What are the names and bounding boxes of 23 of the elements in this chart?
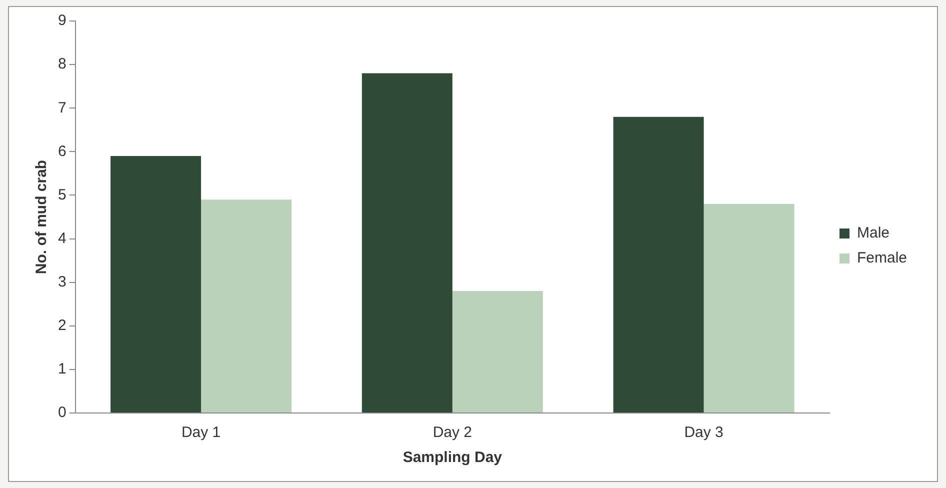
y-tick-label: 5	[58, 186, 66, 204]
bar	[201, 200, 292, 412]
bar	[613, 116, 704, 412]
legend-label: Male	[856, 224, 890, 242]
y-tick-label: 7	[58, 99, 66, 116]
bar	[452, 291, 543, 412]
y-tick-label: 1	[58, 360, 66, 378]
y-tick-label: 9	[58, 12, 66, 30]
x-tick-label: Day 2	[432, 424, 472, 442]
y-axis-title: No. of mud crab	[33, 160, 50, 274]
bar	[704, 204, 794, 412]
y-tick-label: 4	[58, 230, 66, 247]
x-tick-label: Day 1	[181, 424, 221, 442]
y-tick-label: 3	[58, 273, 66, 290]
bar	[110, 156, 202, 412]
x-axis-title: Sampling Day	[402, 449, 503, 466]
y-tick-label: 2	[58, 317, 66, 334]
y-tick-label: 0	[58, 404, 66, 422]
y-tick-label: 8	[58, 56, 66, 73]
bar	[362, 73, 452, 412]
y-tick-label: 6	[58, 142, 66, 160]
legend-label: Female	[856, 250, 908, 267]
x-tick-label: Day 3	[684, 424, 724, 442]
